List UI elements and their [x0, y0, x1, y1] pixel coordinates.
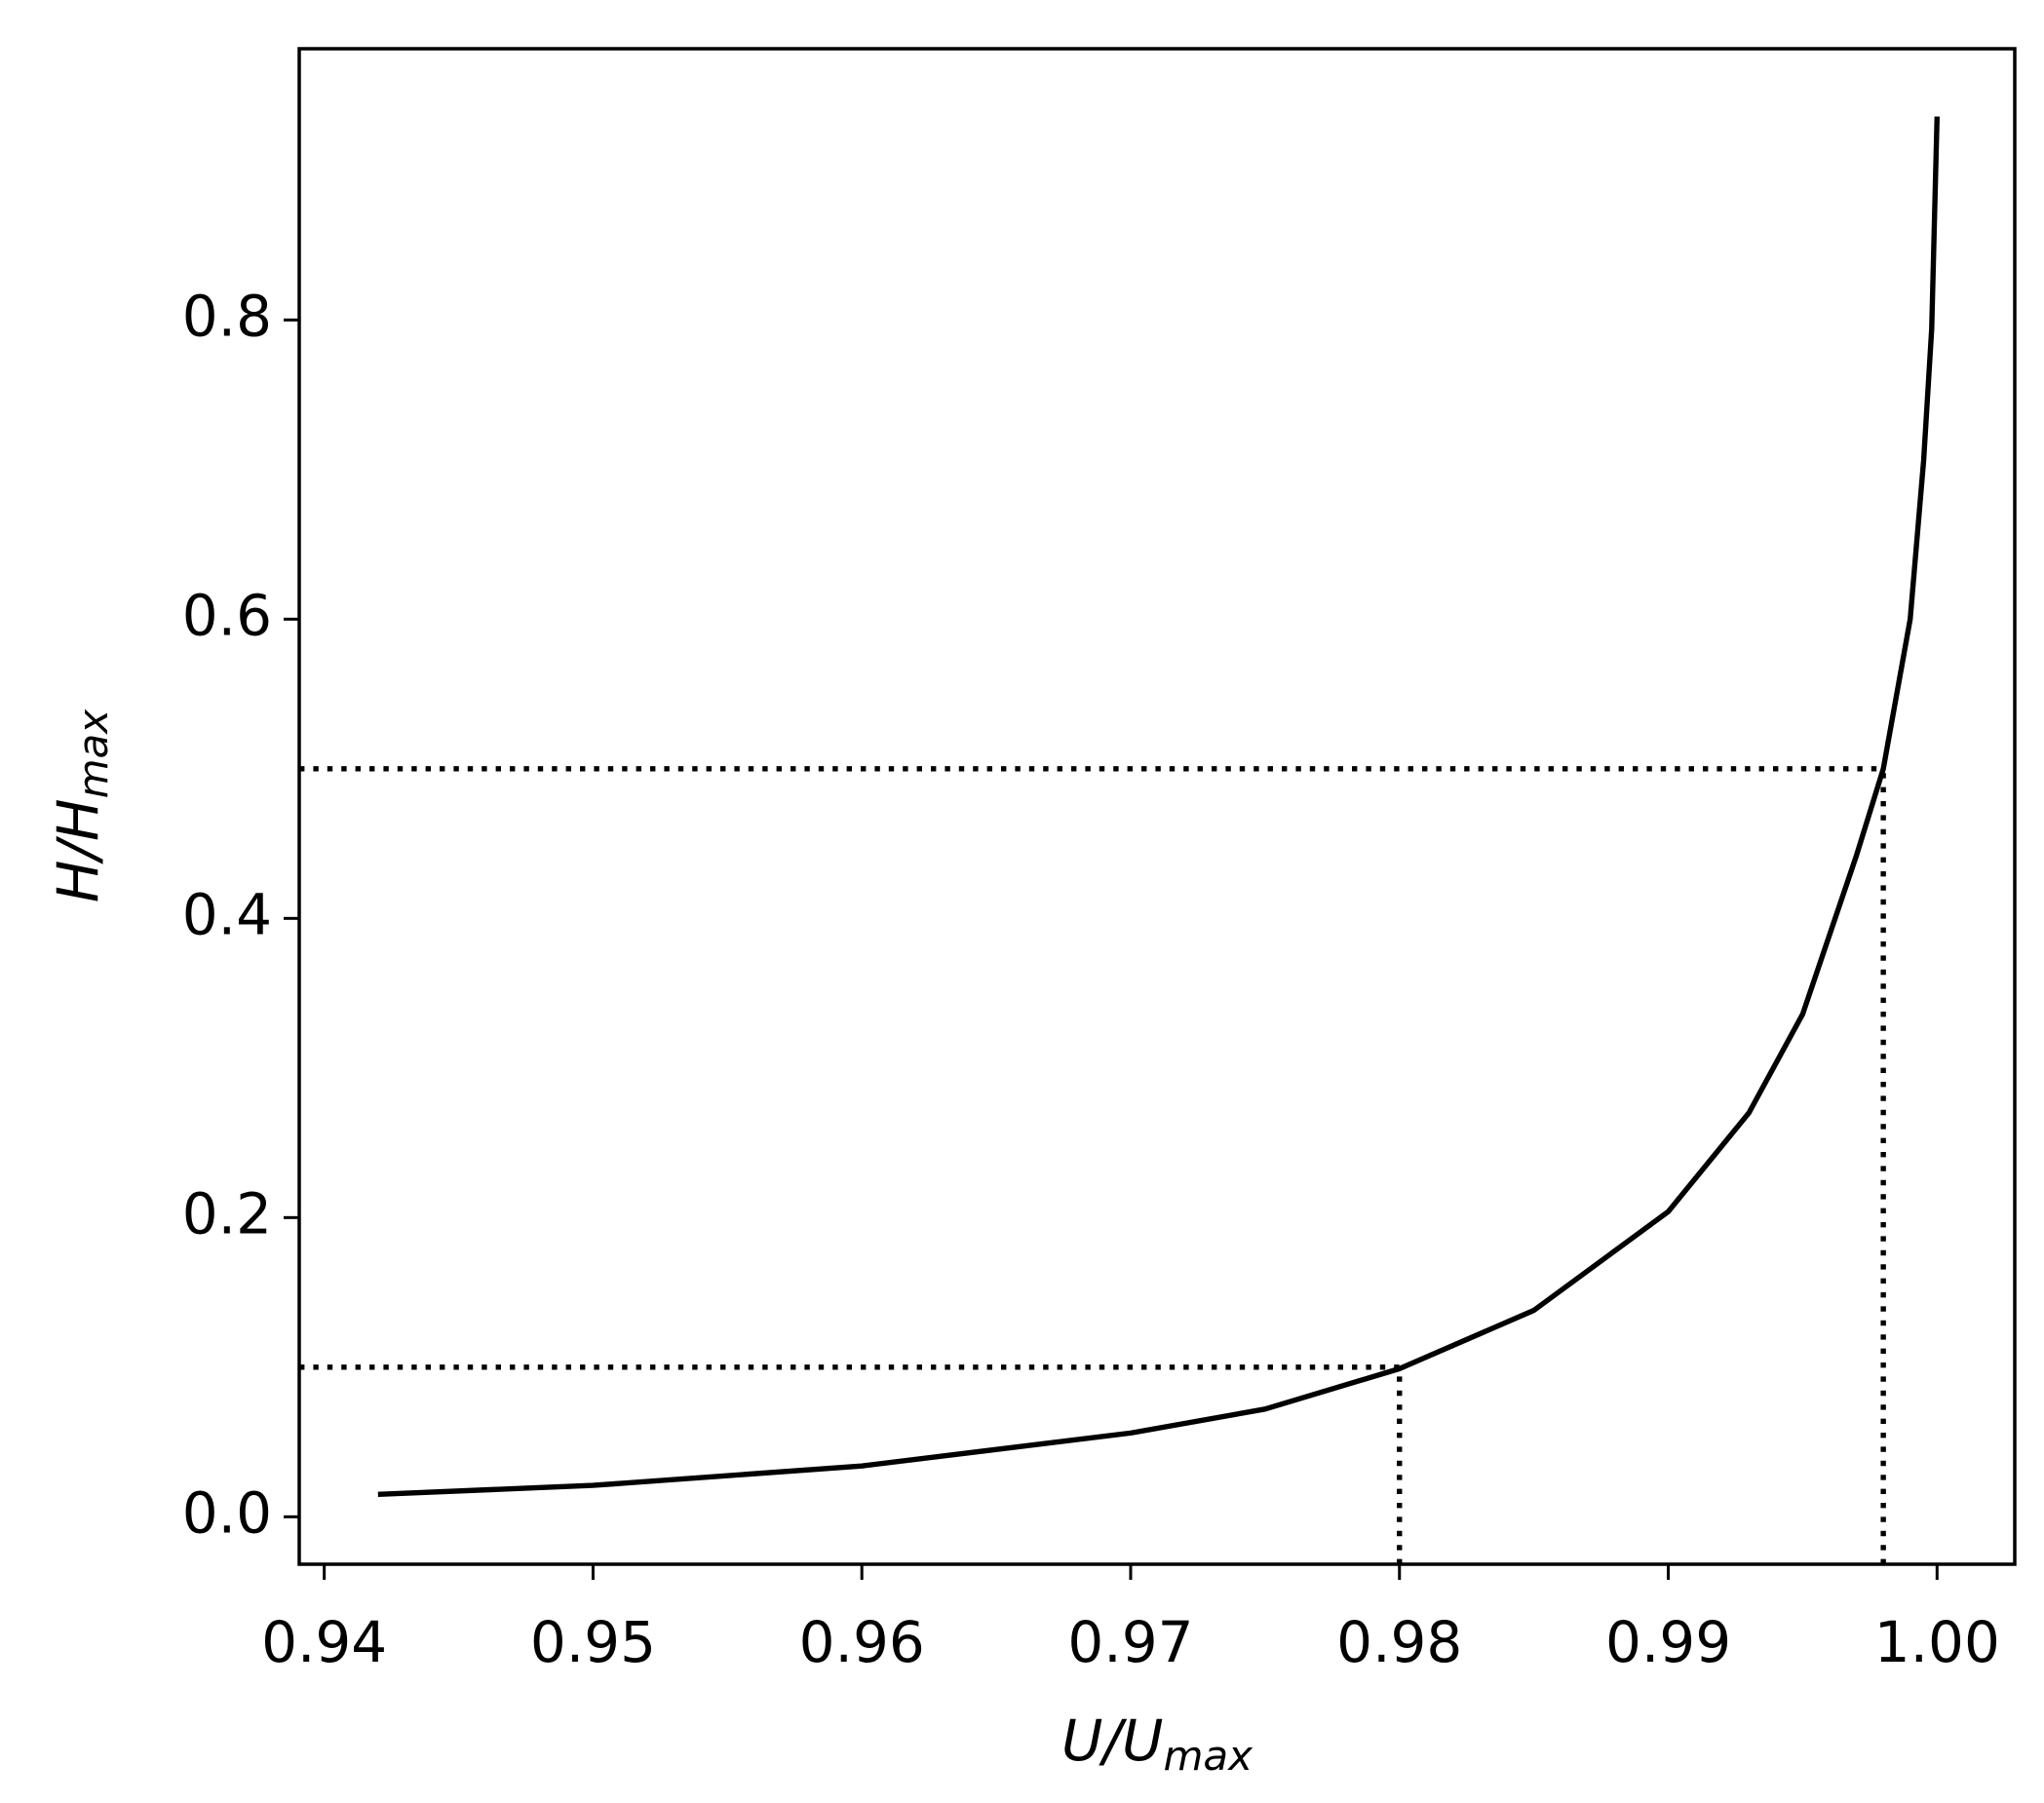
y-tick-label: 0.0: [182, 1479, 272, 1546]
x-tick-label: 0.97: [1067, 1609, 1193, 1675]
plot-frame: [297, 47, 2017, 1566]
y-tick-label: 0.8: [182, 283, 272, 349]
x-tick-label: 0.99: [1605, 1609, 1731, 1675]
y-tick-label: 0.6: [182, 582, 272, 648]
y-label-main: H/H: [45, 798, 111, 902]
x-axis-label: U/Umax: [1061, 1707, 1253, 1779]
x-label-main: U/U: [1061, 1707, 1163, 1774]
y-tick-label: 0.4: [182, 881, 272, 947]
y-label-sub: max: [69, 709, 117, 799]
x-tick-label: 1.00: [1874, 1609, 2000, 1675]
x-tick-label: 0.98: [1336, 1609, 1462, 1675]
x-label-sub: max: [1163, 1732, 1253, 1780]
x-tick-label: 0.96: [799, 1609, 925, 1675]
y-tick-label: 0.2: [182, 1180, 272, 1247]
y-axis-label: H/Hmax: [45, 709, 116, 902]
x-tick-label: 0.94: [261, 1609, 387, 1675]
data-line: [377, 116, 1940, 1498]
x-tick-label: 0.95: [530, 1609, 656, 1675]
